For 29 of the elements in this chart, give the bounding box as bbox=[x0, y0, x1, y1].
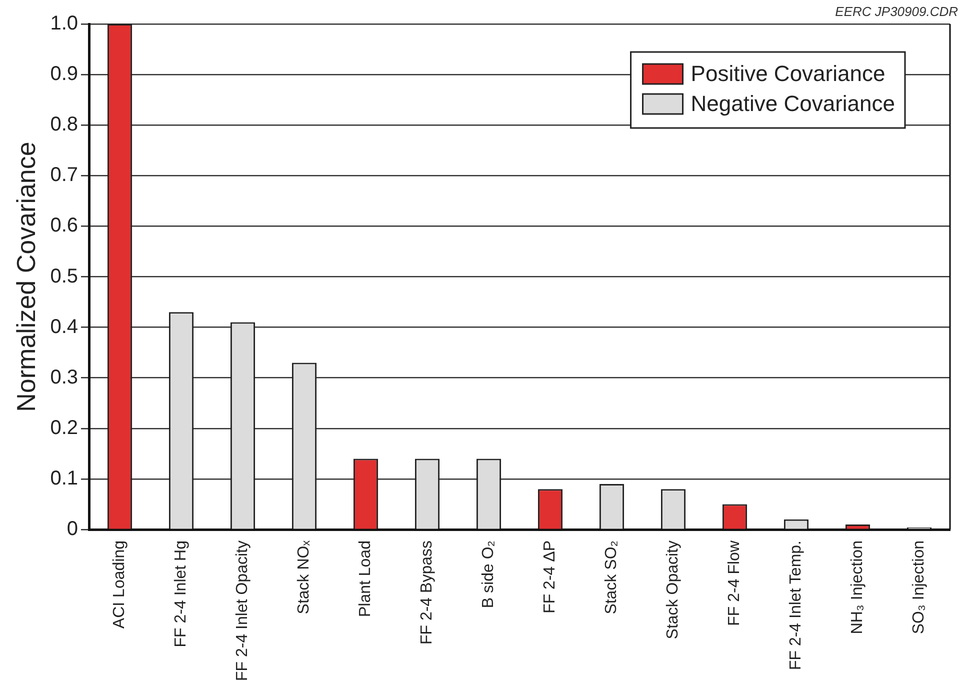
x-tick-label: FF 2-4 ΔP bbox=[542, 540, 559, 614]
x-tick-label: FF 2-4 Inlet Temp. bbox=[788, 540, 805, 670]
x-tick-label: ACI Loading bbox=[111, 540, 128, 629]
x-tick-label: FF 2-4 Bypass bbox=[418, 540, 436, 645]
y-tick-label: 0.6 bbox=[50, 214, 78, 237]
y-tick-label: 0.2 bbox=[50, 416, 78, 439]
y-tick-label: 0.1 bbox=[50, 467, 78, 490]
x-tick-label: FF 2-4 Inlet Hg bbox=[172, 540, 190, 648]
x-tick-label: Stack Opacity bbox=[664, 540, 682, 640]
x-tick-label: B side O₂ bbox=[480, 540, 498, 608]
y-tick-label: 0 bbox=[66, 518, 78, 540]
y-axis-title: Normalized Covariance bbox=[10, 142, 41, 412]
y-tick-label: 0.8 bbox=[50, 114, 78, 136]
y-tick-label: 0.5 bbox=[50, 265, 78, 288]
y-tick-label: 0.3 bbox=[50, 366, 78, 388]
x-tick-label: NH₃ Injection bbox=[849, 540, 866, 634]
x-tick-label: FF 2-4 Flow bbox=[726, 540, 744, 626]
y-tick-label: 1.0 bbox=[50, 12, 78, 35]
text: EERC JP30909.CDR bbox=[835, 4, 958, 20]
y-tick-label: 0.7 bbox=[50, 164, 78, 186]
legend-label: Positive Covariance bbox=[690, 61, 886, 86]
x-tick-label: Stack SO₂ bbox=[603, 540, 620, 614]
x-tick-label: Plant Load bbox=[357, 540, 374, 618]
y-tick-label: 0.9 bbox=[50, 63, 78, 86]
x-tick-label: SO₃ Injection bbox=[910, 540, 928, 634]
x-tick-label: FF 2-4 Inlet Opacity bbox=[234, 540, 252, 682]
x-tick-label: Stack NOₓ bbox=[296, 540, 313, 614]
y-tick-label: 0.4 bbox=[50, 316, 78, 338]
legend-label: Negative Covariance bbox=[690, 91, 896, 116]
